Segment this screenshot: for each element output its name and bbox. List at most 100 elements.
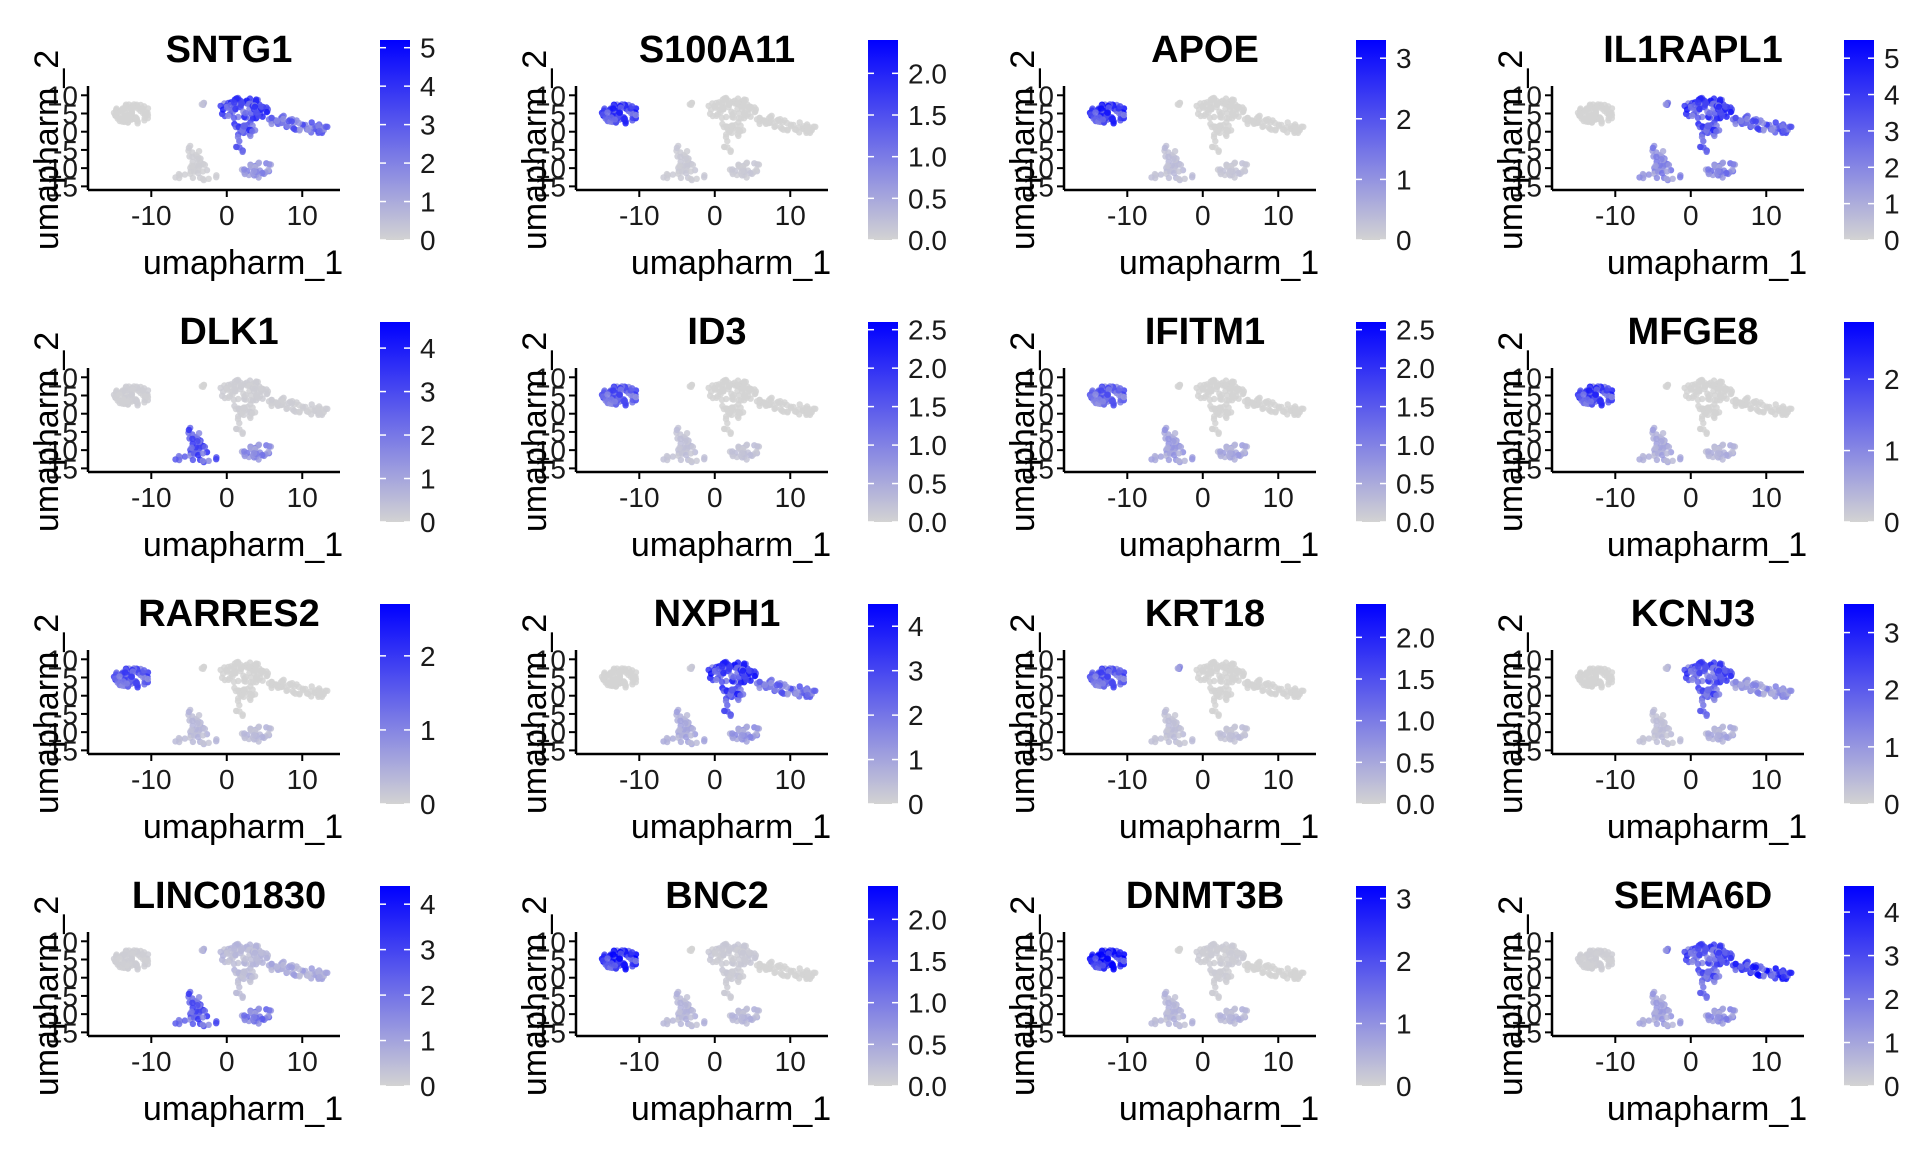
colorbar-tick-label: 1 bbox=[420, 187, 436, 218]
colorbar-tick-label: 1 bbox=[1396, 164, 1412, 195]
scatter-points bbox=[598, 658, 819, 748]
data-point bbox=[754, 443, 761, 450]
data-point bbox=[1702, 381, 1710, 389]
data-point bbox=[238, 945, 246, 953]
colorbar-tick-label: 0.5 bbox=[908, 183, 947, 214]
data-point bbox=[234, 133, 242, 141]
colorbar bbox=[1356, 604, 1386, 804]
y-tick-label: 0 bbox=[62, 399, 78, 430]
data-point bbox=[1108, 397, 1115, 405]
data-point bbox=[205, 457, 212, 464]
data-point bbox=[1174, 383, 1181, 390]
data-point bbox=[620, 397, 627, 405]
data-point bbox=[1170, 156, 1177, 163]
y-tick-label: -15 bbox=[526, 171, 566, 202]
data-point bbox=[604, 673, 611, 680]
data-point bbox=[285, 117, 292, 125]
data-point bbox=[1272, 408, 1279, 415]
data-point bbox=[1788, 123, 1795, 130]
data-point bbox=[751, 950, 758, 957]
data-point bbox=[1104, 673, 1111, 680]
data-point bbox=[673, 144, 681, 152]
data-point bbox=[686, 665, 693, 672]
y-tick-label: -5 bbox=[541, 699, 566, 730]
data-point bbox=[1208, 669, 1215, 676]
data-point bbox=[1242, 725, 1249, 732]
data-point bbox=[231, 381, 238, 388]
data-point bbox=[195, 712, 203, 719]
data-point bbox=[139, 956, 147, 963]
data-point bbox=[213, 738, 220, 745]
data-point bbox=[201, 161, 209, 169]
data-point bbox=[1653, 738, 1661, 746]
data-point bbox=[1698, 697, 1706, 705]
panel-sntg1: SNTG1-10 0 101050-5-10-15umapharm_1umaphar… bbox=[28, 29, 436, 282]
data-point bbox=[1092, 391, 1099, 398]
data-point bbox=[225, 394, 232, 401]
y-tick-label: 0 bbox=[550, 117, 566, 148]
data-point bbox=[1608, 675, 1616, 683]
data-point bbox=[172, 174, 179, 181]
data-point bbox=[669, 1017, 677, 1024]
data-point bbox=[1652, 726, 1659, 733]
data-point bbox=[259, 733, 266, 741]
x-tick-label: 0 bbox=[219, 764, 235, 795]
y-tick-label: 0 bbox=[62, 117, 78, 148]
data-point bbox=[116, 955, 123, 962]
colorbar-tick-label: 5 bbox=[420, 33, 436, 64]
scatter-points bbox=[1574, 658, 1795, 748]
data-point bbox=[673, 708, 681, 716]
data-point bbox=[1164, 162, 1171, 169]
panel-title: KCNJ3 bbox=[1631, 593, 1756, 635]
data-point bbox=[608, 678, 615, 685]
data-point bbox=[259, 1015, 266, 1023]
data-point bbox=[1105, 104, 1112, 111]
data-point bbox=[1689, 394, 1696, 401]
data-point bbox=[1174, 665, 1181, 672]
data-point bbox=[1663, 168, 1671, 175]
data-point bbox=[628, 667, 636, 674]
data-point bbox=[242, 674, 249, 681]
data-point bbox=[296, 972, 303, 979]
data-point bbox=[253, 391, 260, 398]
data-point bbox=[234, 415, 242, 423]
data-point bbox=[738, 449, 746, 457]
panel-krt18: KRT18-10 0 101050-5-10-15umapharm_1umaphar… bbox=[1004, 593, 1435, 846]
data-point bbox=[116, 109, 123, 116]
data-point bbox=[617, 386, 624, 393]
data-point bbox=[1225, 692, 1232, 699]
data-point bbox=[140, 385, 148, 392]
data-point bbox=[726, 663, 734, 671]
data-point bbox=[1580, 673, 1587, 680]
data-point bbox=[1714, 167, 1722, 175]
data-point bbox=[1663, 450, 1671, 457]
data-point bbox=[1698, 415, 1706, 423]
data-point bbox=[305, 126, 312, 134]
data-point bbox=[1108, 679, 1115, 687]
data-point bbox=[1161, 426, 1169, 434]
data-point bbox=[263, 104, 270, 111]
data-point bbox=[669, 171, 677, 178]
y-tick-label: -10 bbox=[38, 717, 78, 748]
data-point bbox=[253, 942, 260, 949]
data-point bbox=[1705, 448, 1712, 455]
colorbar-tick-label: 0.0 bbox=[908, 225, 947, 256]
data-point bbox=[737, 974, 744, 981]
data-point bbox=[205, 175, 212, 182]
data-point bbox=[686, 383, 693, 390]
data-point bbox=[1256, 397, 1263, 405]
data-point bbox=[1760, 690, 1767, 697]
data-point bbox=[1177, 161, 1185, 169]
data-point bbox=[1234, 103, 1241, 110]
data-point bbox=[1229, 391, 1236, 398]
data-point bbox=[1702, 663, 1710, 671]
colorbar bbox=[380, 886, 410, 1086]
data-point bbox=[746, 949, 753, 956]
data-point bbox=[754, 725, 761, 732]
data-point bbox=[720, 105, 727, 113]
data-point bbox=[756, 396, 763, 404]
data-point bbox=[1713, 692, 1720, 699]
y-axis-title: umapharm_2 bbox=[516, 332, 554, 532]
data-point bbox=[1207, 381, 1214, 388]
data-point bbox=[181, 735, 189, 742]
